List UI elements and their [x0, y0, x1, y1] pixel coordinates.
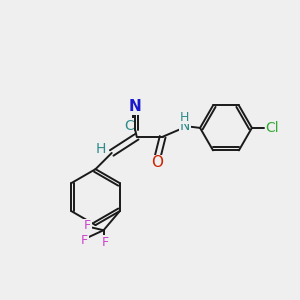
Text: N: N — [129, 99, 142, 114]
Text: F: F — [101, 236, 109, 249]
Text: O: O — [152, 155, 164, 170]
Text: N: N — [180, 119, 190, 134]
Text: H: H — [95, 142, 106, 156]
Text: C: C — [124, 119, 134, 133]
Text: F: F — [81, 234, 88, 247]
Text: Cl: Cl — [266, 121, 279, 135]
Text: H: H — [179, 110, 189, 124]
Text: F: F — [84, 219, 91, 232]
